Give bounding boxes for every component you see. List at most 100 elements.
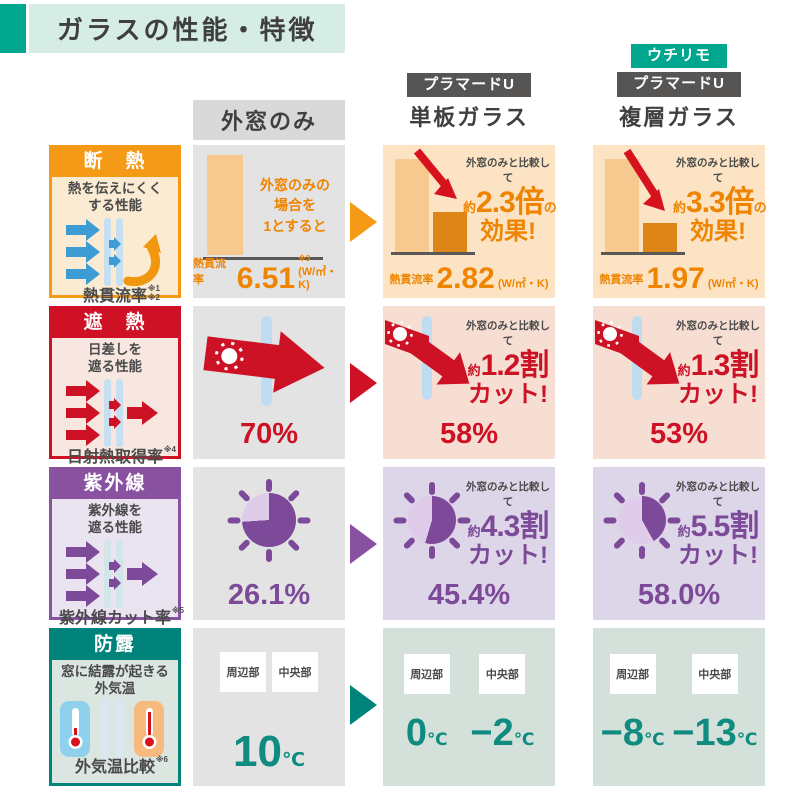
condensation-single-cell: 周辺部 0℃ 中央部 −2℃ (383, 628, 555, 786)
baseline-note: 外窓のみの 場合を 1とすると (260, 177, 330, 234)
uv-sun-pie-icon (226, 477, 312, 563)
zone-chips: 周辺部 中央部 (193, 652, 345, 692)
insulation-double-cell: 外窓のみと比較して 約3.3倍の 効果! 熱貫流率 1.97 (W/㎡・K) (593, 145, 767, 298)
arrow-right-icon (350, 202, 377, 242)
uv-row-title: 紫外線 (52, 470, 178, 499)
row-insulation: 断 熱 熱を伝えにくく する性能 (0, 145, 800, 304)
red-arrow-icon (623, 148, 665, 211)
column-header-double-glass: ウチリモ プラマードU 複層ガラス (593, 44, 765, 132)
column-header-single-glass: プラマードU 単板ガラス (383, 73, 555, 132)
uv-double-cell: 外窓のみと比較して 約5.5割 カット! 58.0% (593, 467, 765, 620)
axis (391, 252, 475, 255)
page-title-block: ガラスの性能・特徴 (0, 4, 346, 53)
center-temperature: −13℃ (672, 712, 758, 754)
axis (601, 252, 685, 255)
uv-sun-pie-icon (603, 481, 681, 559)
heat-baseline-value: 70% (239, 418, 299, 450)
single-u-value: 熱貫流率 2.82 (W/㎡・K) (389, 262, 549, 296)
bar-light (395, 159, 429, 252)
condensation-row-title: 防露 (52, 631, 178, 660)
page-title: ガラスの性能・特徴 (29, 4, 346, 53)
heat-shield-description: 日差しを 遮る性能 (88, 341, 142, 375)
condensation-metric-notes: ※6 (155, 755, 168, 764)
temperature-columns: 周辺部 0℃ 中央部 −2℃ (383, 628, 555, 786)
heat-single-cell: 外窓のみと比較して 約1.2割 カット! 58% (383, 306, 555, 459)
chip-center: 中央部 (691, 654, 738, 694)
uv-single-value: 45.4% (427, 579, 511, 611)
uv-baseline-value: 26.1% (227, 579, 311, 611)
chip-center: 中央部 (479, 654, 526, 694)
insulation-metric-notes: ※1 ※2 (147, 283, 160, 303)
effect-text: 外窓のみと比較して 約3.3倍の 効果! (673, 157, 767, 245)
center-temperature: −2℃ (470, 712, 535, 754)
heat-double-cell: 外窓のみと比較して 約1.3割 カット! 53% (593, 306, 765, 459)
arrow-right-icon (350, 363, 377, 403)
edge-temperature: 0℃ (405, 712, 448, 754)
condensation-label-card: 防露 窓に結露が起きる 外気温 (49, 628, 181, 786)
chip-edge: 周辺部 (220, 652, 266, 692)
row-uv: 紫外線 紫外線を 遮る性能 紫外線カット率 (0, 467, 800, 626)
heat-baseline-cell: 70% (193, 306, 345, 459)
heat-double-value: 53% (649, 418, 709, 450)
heat-shield-metric-notes: ※4 (163, 444, 176, 454)
arrow-right-icon (350, 685, 377, 725)
effect-text: 外窓のみと比較して 約1.3割 カット! (676, 320, 760, 408)
effect-text: 外窓のみと比較して 約2.3倍の 効果! (463, 157, 557, 245)
thermometers-icon (60, 697, 170, 760)
heat-shield-label-card: 遮 熱 日差しを 遮る性能 日射熱取得率 (49, 306, 181, 465)
uv-metric-notes: ※5 (171, 605, 184, 615)
insulation-label-card: 断 熱 熱を伝えにくく する性能 (49, 145, 181, 304)
baseline-u-value: 熱貫流率 6.51 ※3 (W/㎡・K) (193, 254, 338, 296)
sun-arrow-deflected-icon (595, 316, 680, 400)
column-header-baseline: 外窓のみ (193, 100, 345, 140)
uv-baseline-cell: 26.1% (193, 467, 345, 620)
uv-icon (64, 537, 166, 611)
sun-arrow-through-glass-icon (203, 316, 325, 406)
chip-edge: 周辺部 (403, 654, 450, 694)
insulation-baseline-cell: 外窓のみの 場合を 1とすると 熱貫流率 6.51 ※3 (W/㎡・K) (193, 145, 345, 298)
bar-light (605, 159, 639, 252)
arrow-right-icon (350, 524, 377, 564)
heat-single-value: 58% (439, 418, 499, 450)
bar-dark (643, 223, 677, 252)
condensation-double-cell: 周辺部 −8℃ 中央部 −13℃ (593, 628, 765, 786)
effect-text: 外窓のみと比較して 約4.3割 カット! (466, 481, 550, 569)
heat-shield-metric-label: 日射熱取得率 ※4 (66, 444, 176, 466)
baseline-axis (203, 257, 323, 260)
insulation-single-cell: 外窓のみと比較して 約2.3倍の 効果! 熱貫流率 2.82 (W/㎡・K) (383, 145, 557, 298)
sun-arrow-deflected-icon (385, 316, 470, 400)
bar-dark (433, 212, 467, 252)
baseline-bar (207, 155, 243, 255)
baseline-temperature: 10℃ (233, 727, 305, 776)
effect-text: 外窓のみと比較して 約1.2割 カット! (466, 320, 550, 408)
condensation-description: 窓に結露が起きる 外気温 (61, 663, 169, 697)
row-condensation: 防露 窓に結露が起きる 外気温 (0, 628, 800, 786)
insulation-metric-label: 熱貫流率 ※1 ※2 (82, 283, 160, 305)
uv-sun-pie-icon (393, 481, 471, 559)
uv-single-cell: 外窓のみと比較して 約4.3割 カット! 45.4% (383, 467, 555, 620)
chip-edge: 周辺部 (609, 654, 656, 694)
title-accent-square (0, 4, 26, 53)
column-label-double-glass: 複層ガラス (619, 104, 739, 130)
row-heat-shield: 遮 熱 日差しを 遮る性能 日射熱取得率 (0, 306, 800, 465)
uv-description: 紫外線を 遮る性能 (88, 502, 142, 536)
brand-badge-plamard-u-2: プラマードU (617, 72, 741, 97)
temperature-columns: 周辺部 −8℃ 中央部 −13℃ (593, 628, 765, 786)
column-label-single-glass: 単板ガラス (409, 105, 529, 131)
condensation-metric-label: 外気温比較 ※6 (74, 755, 168, 776)
chip-center: 中央部 (272, 652, 318, 692)
heat-shield-icon (64, 376, 166, 450)
insulation-row-title: 断 熱 (52, 148, 178, 177)
edge-temperature: −8℃ (600, 712, 665, 754)
effect-text: 外窓のみと比較して 約5.5割 カット! (676, 481, 760, 569)
brand-badge-plamard-u: プラマードU (407, 73, 531, 98)
uv-label-card: 紫外線 紫外線を 遮る性能 紫外線カット率 (49, 467, 184, 626)
condensation-baseline-cell: 周辺部 中央部 10℃ (193, 628, 345, 786)
brand-badge-uchirimo: ウチリモ (630, 44, 727, 69)
heat-shield-row-title: 遮 熱 (52, 309, 178, 338)
double-u-value: 熱貫流率 1.97 (W/㎡・K) (599, 262, 759, 296)
insulation-icon (64, 215, 166, 289)
uv-double-value: 58.0% (637, 579, 721, 611)
red-arrow-icon (413, 148, 457, 199)
